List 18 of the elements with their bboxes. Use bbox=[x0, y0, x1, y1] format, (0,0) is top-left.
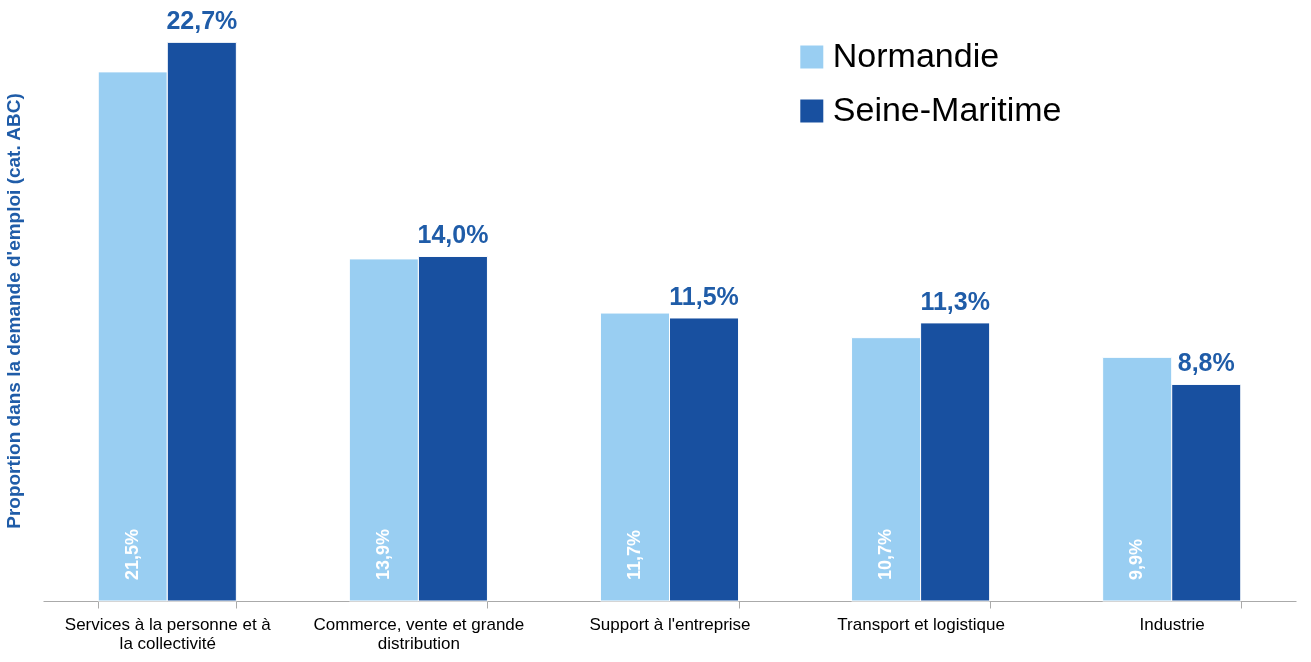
data-label: 13,9% bbox=[372, 528, 393, 580]
y-axis-title: Proportion dans la demande d'emploi (cat. ABC) bbox=[2, 93, 24, 529]
legend-label: Normandie bbox=[832, 36, 1000, 74]
x-tick-label: Commerce, vente et grande distribution bbox=[313, 614, 525, 653]
data-label: 11,5% bbox=[669, 281, 739, 310]
x-tick-label: Support à l'entreprise bbox=[589, 614, 751, 634]
data-label: 9,9% bbox=[1126, 538, 1147, 580]
legend-label: Seine-Maritime bbox=[832, 90, 1062, 128]
x-tick-label: Industrie bbox=[1139, 614, 1205, 634]
data-label: 11,7% bbox=[623, 529, 644, 580]
data-label: 8,8% bbox=[1177, 348, 1235, 377]
x-tick-label: Services à la personne et à la collectivité bbox=[64, 614, 272, 653]
data-label: 21,5% bbox=[121, 528, 142, 580]
data-label: 22,7% bbox=[166, 6, 238, 35]
data-label: 10,7% bbox=[875, 528, 896, 580]
data-label: 11,3% bbox=[920, 286, 990, 315]
data-label: 14,0% bbox=[417, 220, 489, 249]
x-tick-label: Transport et logistique bbox=[837, 614, 1005, 634]
